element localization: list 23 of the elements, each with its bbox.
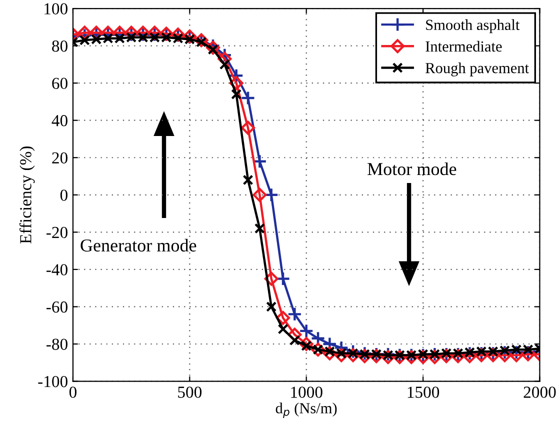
annotation: Generator mode xyxy=(80,238,196,252)
annotation: Motor mode xyxy=(368,162,456,176)
legend-label: Intermediate xyxy=(426,40,502,52)
y-tick-label: -40 xyxy=(46,264,68,276)
y-tick-label: -60 xyxy=(46,301,68,313)
y-tick-label: -20 xyxy=(46,226,68,238)
x-tick-label: 0 xyxy=(69,386,76,398)
y-tick-label: -100 xyxy=(38,376,68,388)
legend-label: Rough pavement xyxy=(426,62,529,76)
legend-label: Smooth asphalt xyxy=(426,19,520,34)
x-tick-label: 1000 xyxy=(291,386,322,398)
x-tick-label: 2000 xyxy=(524,386,556,398)
y-tick-label: 60 xyxy=(52,78,68,90)
y-tick-label: 80 xyxy=(52,40,68,52)
y-tick-label: 20 xyxy=(52,152,68,164)
y-tick-label: 40 xyxy=(52,115,68,126)
y-axis-title: Efficiency (%) xyxy=(19,146,35,244)
y-tick-label: -80 xyxy=(46,338,68,350)
x-tick-label: 500 xyxy=(178,386,202,398)
x-axis-title: d$_{p}$ (Ns/m) xyxy=(276,402,337,418)
y-tick-label: 100 xyxy=(44,3,68,14)
x-tick-label: 1500 xyxy=(408,386,440,398)
y-tick-label: 0 xyxy=(60,190,68,201)
